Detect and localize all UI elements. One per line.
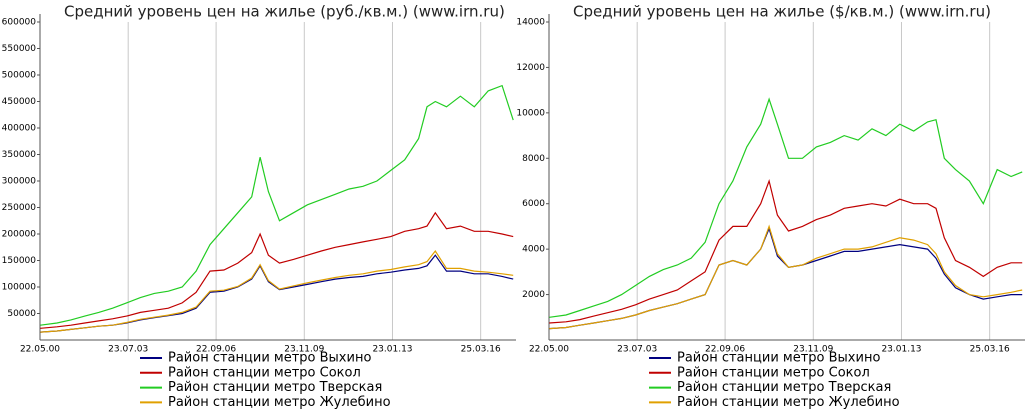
x-tick-label: 23.01.13 xyxy=(881,345,921,355)
x-tick-label: 25.03.16 xyxy=(970,345,1010,355)
series-line xyxy=(549,178,1023,324)
y-tick-label: 10000 xyxy=(516,108,545,118)
y-tick-label: 300000 xyxy=(2,177,37,187)
y-tick-label: 500000 xyxy=(2,71,37,81)
x-tick-label: 22.09.06 xyxy=(196,345,236,355)
y-tick-label: 12000 xyxy=(516,63,545,73)
y-tick-label: 6000 xyxy=(522,199,545,209)
x-tick-label: 23.11.09 xyxy=(793,345,833,355)
legend-label: Район станции метро Выхино xyxy=(677,351,880,366)
series-line xyxy=(40,84,514,326)
legend-label: Район станции метро Жулебино xyxy=(677,395,900,409)
y-tick-label: 2000 xyxy=(522,290,545,300)
series-line xyxy=(549,224,1023,330)
x-tick-label: 25.03.16 xyxy=(461,345,501,355)
series-line xyxy=(40,211,514,329)
legend-label: Район станции метро Сокол xyxy=(677,365,870,380)
y-tick-label: 600000 xyxy=(2,18,37,28)
series-line xyxy=(549,226,1023,330)
y-tick-label: 350000 xyxy=(2,150,37,160)
legend-label: Район станции метро Тверская xyxy=(168,380,382,395)
y-tick-label: 150000 xyxy=(2,256,37,266)
x-tick-label: 22.05.00 xyxy=(529,345,569,355)
y-tick-label: 14000 xyxy=(516,18,545,28)
y-tick-label: 400000 xyxy=(2,124,37,134)
series-line xyxy=(40,249,514,333)
legend-label: Район станции метро Тверская xyxy=(677,380,891,395)
y-tick-label: 50000 xyxy=(7,309,36,319)
x-tick-label: 23.07.03 xyxy=(108,345,148,355)
chart-title: Средний уровень цен на жилье ($/кв.м.) (… xyxy=(573,3,991,21)
x-tick-label: 23.01.13 xyxy=(372,345,412,355)
y-tick-label: 550000 xyxy=(2,44,37,54)
x-tick-label: 22.05.00 xyxy=(20,345,60,355)
y-tick-label: 200000 xyxy=(2,230,37,240)
legend-label: Район станции метро Сокол xyxy=(168,365,361,380)
x-tick-label: 23.11.09 xyxy=(284,345,324,355)
y-tick-label: 450000 xyxy=(2,97,37,107)
y-tick-label: 4000 xyxy=(522,245,545,255)
chart-title: Средний уровень цен на жилье (руб./кв.м.… xyxy=(64,3,505,21)
series-line xyxy=(549,97,1023,318)
y-tick-label: 100000 xyxy=(2,283,37,293)
x-tick-label: 23.07.03 xyxy=(617,345,657,355)
series-line xyxy=(40,254,514,333)
y-tick-label: 250000 xyxy=(2,203,37,213)
legend-label: Район станции метро Выхино xyxy=(168,351,371,366)
x-tick-label: 22.09.06 xyxy=(705,345,745,355)
y-tick-label: 8000 xyxy=(522,154,545,164)
legend-label: Район станции метро Жулебино xyxy=(168,395,391,409)
